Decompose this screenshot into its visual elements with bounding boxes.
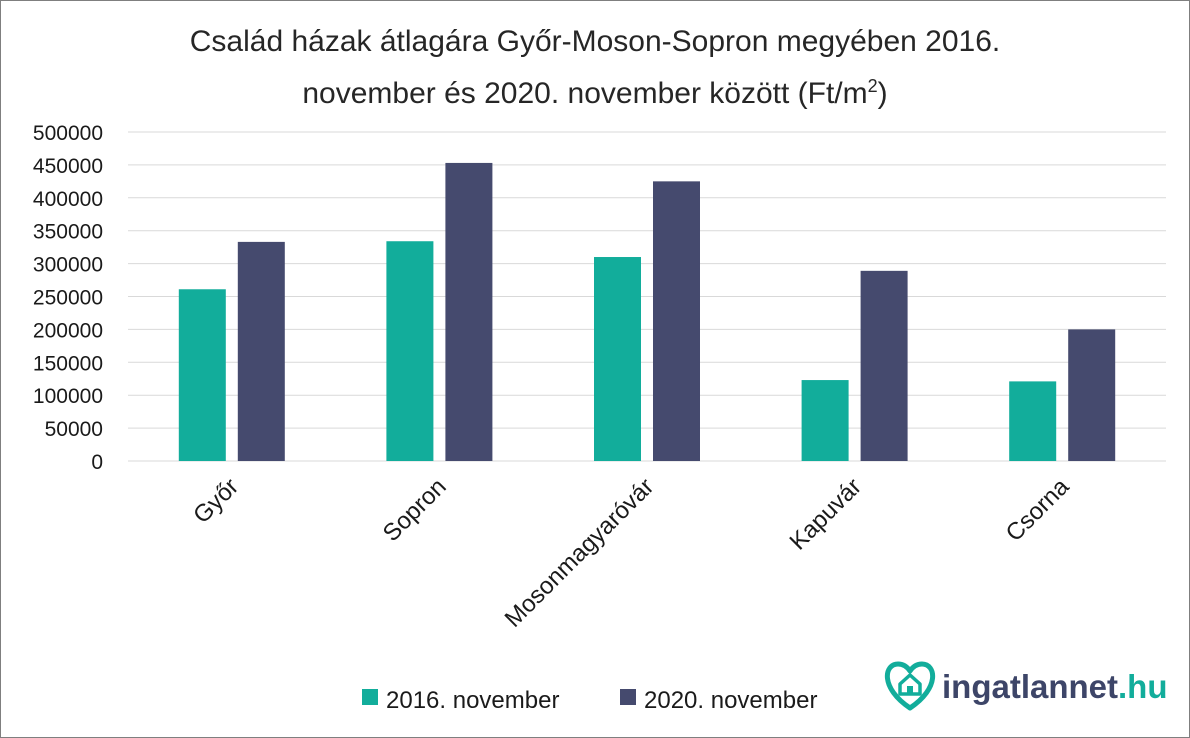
title-line-2: november és 2020. november között (Ft/m2… [0, 64, 1190, 116]
legend: 2016. november 2020. november [362, 687, 817, 714]
bars [178, 162, 1116, 461]
bar-series-1 [1009, 381, 1057, 461]
y-tick-label: 0 [91, 451, 103, 474]
bar-series-2 [860, 270, 908, 461]
y-tick-label: 500000 [33, 122, 103, 145]
legend-label: 2020. november [644, 687, 817, 714]
y-tick-label: 350000 [33, 221, 103, 244]
bar-series-2 [237, 241, 285, 461]
x-tick-label: Csorna [1001, 473, 1075, 547]
brand-name: ingatlannet [942, 668, 1118, 705]
house-icon [898, 673, 922, 696]
y-tick-label: 450000 [33, 155, 103, 178]
title-superscript: 2 [867, 76, 878, 96]
bar-series-1 [594, 257, 641, 461]
bar-series-1 [178, 289, 226, 461]
y-axis-ticks: 0 50000 100000 150000 200000 250000 300000 3500… [33, 122, 103, 474]
bar-series-2 [445, 162, 493, 461]
y-tick-label: 400000 [33, 188, 103, 211]
bar-series-1 [801, 380, 849, 461]
y-tick-label: 200000 [33, 319, 103, 342]
y-tick-label: 300000 [33, 254, 103, 277]
x-tick-label: Mosonmagyaróvár [500, 473, 660, 633]
brand-suffix: .hu [1118, 668, 1167, 705]
y-tick-label: 100000 [33, 385, 103, 408]
gridlines [128, 131, 1166, 462]
y-tick-label: 50000 [45, 418, 103, 441]
chart-title: Család házak átlagára Győr-Moson-Sopron … [0, 20, 1190, 116]
x-tick-label: Győr [188, 473, 244, 529]
door-icon [907, 686, 913, 694]
title-close-paren: ) [877, 77, 888, 110]
title-line-2-text: november és 2020. november között (Ft/m [302, 77, 868, 110]
heart-house-icon [884, 661, 936, 711]
y-tick-label: 150000 [33, 352, 103, 375]
bar-series-1 [386, 241, 434, 461]
legend-swatch [620, 689, 636, 705]
x-tick-label: Sopron [378, 473, 452, 547]
bar-series-2 [653, 181, 700, 461]
legend-label: 2016. november [386, 687, 559, 714]
bar-series-2 [1068, 329, 1116, 461]
legend-swatch [362, 689, 378, 705]
x-axis-labels: Győr Sopron Mosonmagyaróvár Kapuvár Csorna [188, 473, 1075, 633]
y-tick-label: 250000 [33, 287, 103, 310]
x-tick-label: Kapuvár [785, 473, 867, 555]
brand-logo: ingatlannet.hu [884, 661, 1168, 711]
brand-text: ingatlannet.hu [942, 668, 1168, 705]
title-line-1: Család házak átlagára Győr-Moson-Sopron … [189, 25, 1001, 58]
